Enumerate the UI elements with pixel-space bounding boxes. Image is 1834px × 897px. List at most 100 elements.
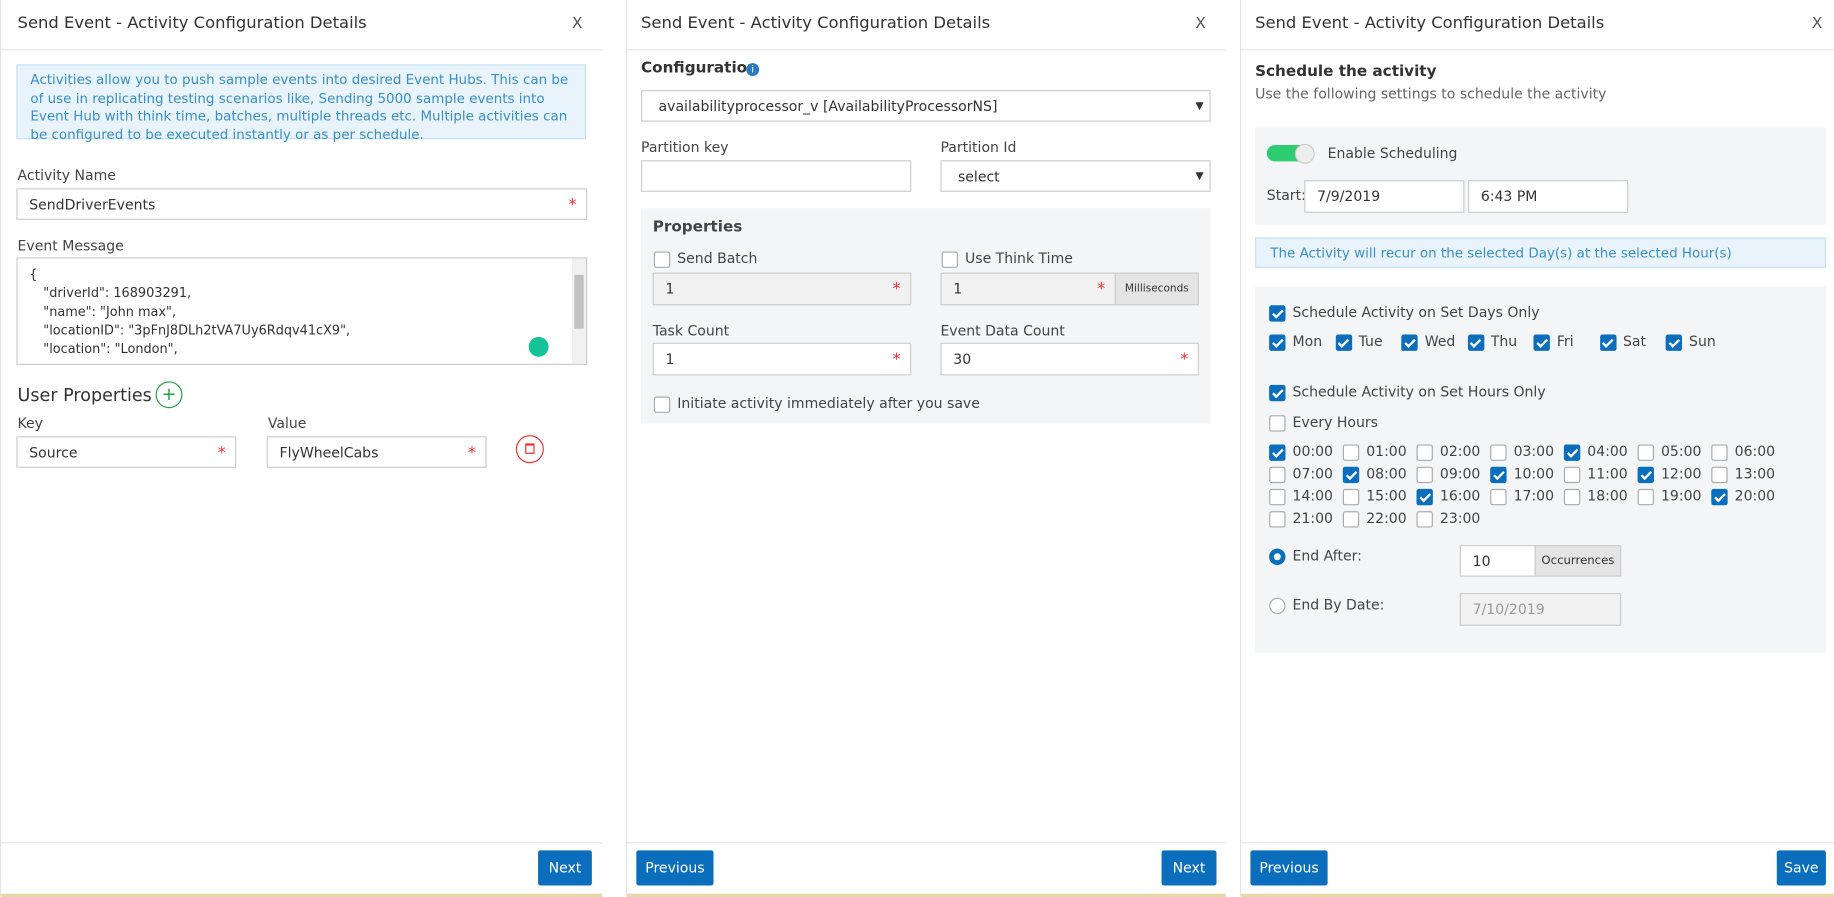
previous-button[interactable]: Previous [1250,850,1328,886]
save-button[interactable]: Save [1776,850,1826,886]
label: Task Count [652,322,730,340]
date-input[interactable]: 7/10/2019 [1459,593,1622,626]
checkbox[interactable] [1467,334,1484,351]
required-mark: * [1097,279,1106,299]
checkbox-label: 20:00 [1734,487,1776,505]
panel: Send Event - Activity Configuration Deta… [625,0,1226,897]
text-input[interactable] [640,160,912,192]
input-value: 6:43 PM [1480,188,1538,205]
checkbox[interactable] [1563,444,1581,461]
checkbox[interactable] [1342,466,1360,484]
text-input[interactable]: 1 * [940,272,1116,306]
checkbox-label: Schedule Activity on Set Hours Only [1292,383,1546,401]
checkbox[interactable] [1665,334,1683,351]
checkbox[interactable] [653,251,671,268]
input-value: Source [29,443,78,461]
checkbox[interactable] [1269,334,1286,351]
checkbox[interactable] [1599,334,1616,351]
date-input[interactable]: 7/9/2019 [1304,180,1465,213]
checkbox[interactable] [1637,488,1654,506]
checkbox[interactable] [1269,466,1286,484]
input-value: SendDriverEvents [29,195,156,213]
next-button[interactable]: Next [1161,850,1217,886]
label: Event Message [17,237,124,254]
select[interactable]: availabilityprocessor_v [AvailabilityPro… [640,90,1211,122]
text-input[interactable]: 10 [1459,545,1536,577]
text-input[interactable]: FlyWheelCabs * [266,436,487,468]
close-button[interactable]: X [1195,15,1206,33]
text-input[interactable]: SendDriverEvents * [16,188,588,220]
checkbox[interactable] [1269,488,1286,506]
checkbox[interactable] [1269,511,1286,528]
time-input[interactable]: 6:43 PM [1467,180,1629,213]
checkbox-label: 21:00 [1292,509,1333,527]
checkbox[interactable] [1711,466,1728,484]
checkbox[interactable] [1342,488,1360,506]
checkbox[interactable] [1401,334,1418,351]
checkbox-label: Every Hours [1292,414,1378,431]
radio[interactable] [1269,548,1286,565]
input-value: 7/9/2019 [1317,188,1381,205]
checkbox[interactable] [1490,466,1507,484]
unit-addon: Milliseconds [1114,272,1199,306]
checkbox[interactable] [1335,334,1352,351]
checkbox[interactable] [941,251,958,268]
checkbox[interactable] [1533,334,1550,351]
text-input[interactable]: 1 * [652,272,912,306]
checkbox-label: Schedule Activity on Set Days Only [1292,304,1540,321]
add-button[interactable]: + [155,381,183,409]
input-value: FlyWheelCabs [279,443,379,461]
checkbox[interactable] [1269,384,1286,402]
text-input[interactable]: 1 * [652,342,912,376]
checkbox[interactable] [1711,444,1728,461]
checkbox[interactable] [1342,511,1360,528]
label: Start: [1266,187,1306,204]
checkbox-label: 17:00 [1513,487,1555,505]
checkbox[interactable] [1637,466,1654,484]
text-input[interactable]: Source * [16,436,237,468]
checkbox-label: 08:00 [1366,465,1407,482]
checkbox[interactable] [1490,444,1507,461]
previous-button[interactable]: Previous [636,850,714,886]
radio-label: End By Date: [1292,596,1385,613]
info-icon: i [746,63,760,77]
panel-title: Send Event - Activity Configuration Deta… [17,14,367,33]
label: Configuration [640,59,758,78]
checkbox[interactable] [653,396,671,413]
select[interactable]: select ▼ [940,160,1211,192]
checkbox-label: 03:00 [1513,443,1555,460]
toggle[interactable] [1266,143,1315,164]
close-button[interactable]: X [1811,15,1823,33]
close-button[interactable]: X [571,15,583,33]
checkbox[interactable] [1342,444,1360,461]
checkbox[interactable] [1416,466,1433,484]
checkbox[interactable] [1269,305,1286,322]
radio[interactable] [1269,597,1286,615]
text-input[interactable]: 30 * [940,342,1199,376]
checkbox-label: 11:00 [1587,465,1628,482]
checkbox[interactable] [1563,466,1581,484]
next-button[interactable]: Next [538,850,592,886]
checkbox[interactable] [1711,488,1728,506]
checkbox[interactable] [1563,488,1581,506]
required-mark: * [1180,349,1189,369]
checkbox[interactable] [1416,444,1433,461]
message-line: "name": "John max", [43,304,177,320]
checkbox-label: 00:00 [1292,443,1333,460]
delete-button[interactable] [515,435,544,464]
textarea[interactable]: {"driverId": 168903291, "name": "John max… [16,257,588,365]
checkbox[interactable] [1269,444,1286,461]
checkbox[interactable] [1269,415,1286,432]
section-title: Schedule the activity [1255,63,1437,81]
checkbox-label: 23:00 [1439,509,1481,527]
grammar-icon [528,336,549,357]
required-mark: * [892,349,901,369]
checkbox-label: 06:00 [1734,443,1776,460]
checkbox[interactable] [1416,511,1433,528]
checkbox[interactable] [1637,444,1654,461]
checkbox[interactable] [1416,488,1433,506]
info-box: The Activity will recur on the selected … [1255,237,1826,268]
properties-box [640,208,1211,424]
checkbox[interactable] [1490,488,1507,506]
